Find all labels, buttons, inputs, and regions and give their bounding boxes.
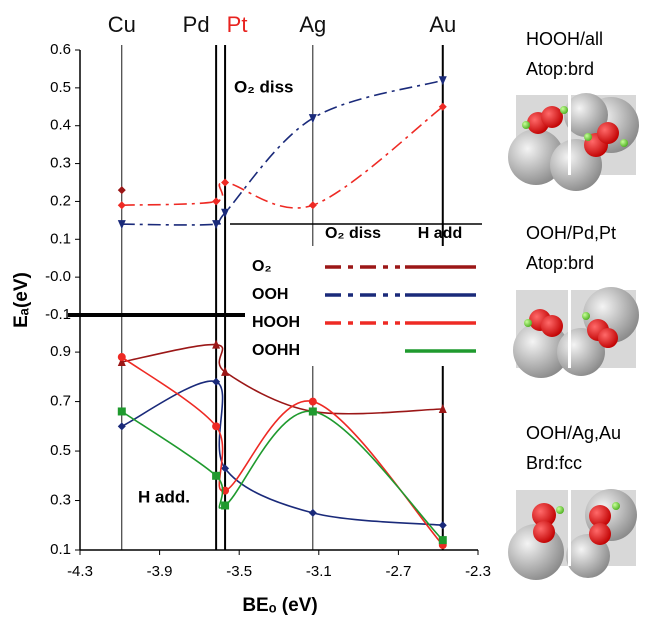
x-axis-title: BEₒ (eV) <box>242 595 317 616</box>
series-line <box>121 106 444 209</box>
point <box>117 407 126 416</box>
y-tick-label: 0.5 <box>50 442 71 459</box>
point <box>212 197 221 206</box>
x-tick-label: -3.5 <box>226 563 252 580</box>
point <box>212 220 221 230</box>
caption: Brd:fcc <box>526 453 582 473</box>
y-tick-label: 0.1 <box>50 230 71 247</box>
y-tick-label: 0.6 <box>50 41 71 58</box>
molecule-image <box>513 287 639 378</box>
point <box>308 508 317 517</box>
legend-title: H add <box>418 225 462 242</box>
point <box>221 178 230 187</box>
point <box>221 366 230 376</box>
point <box>221 464 230 473</box>
x-tick-label: -2.7 <box>385 563 411 580</box>
point <box>212 377 221 386</box>
y-axis-title: Eₐ(eV) <box>11 272 32 328</box>
caption: OOH/Ag,Au <box>526 423 621 443</box>
y-tick-label: -0.1 <box>45 306 71 323</box>
molecule-image <box>508 93 639 191</box>
point <box>212 471 221 480</box>
point <box>438 102 447 111</box>
legend-label: O₂ <box>252 258 272 275</box>
annotation: O₂ diss <box>234 77 294 96</box>
legend-label: OOH <box>252 286 288 303</box>
y-tick-label: 0.1 <box>50 541 71 558</box>
element-label: Pd <box>183 12 210 37</box>
point <box>308 114 317 124</box>
point <box>438 521 447 530</box>
molecule-image <box>508 489 637 580</box>
element-label: Ag <box>299 12 326 37</box>
point <box>308 397 317 406</box>
legend-label: HOOH <box>252 314 300 331</box>
x-tick-label: -3.9 <box>147 563 173 580</box>
caption: Atop:brd <box>526 253 594 273</box>
y-tick-label: 0.3 <box>50 155 71 172</box>
y-tick-label: 0.3 <box>50 491 71 508</box>
point <box>117 220 126 230</box>
x-tick-label: -3.1 <box>306 563 332 580</box>
y-tick-label: -0.0 <box>45 268 71 285</box>
point <box>438 404 447 413</box>
x-tick-label: -4.3 <box>67 563 93 580</box>
y-tick-label: 0.4 <box>50 117 71 134</box>
series-line <box>121 356 444 546</box>
caption: OOH/Pd,Pt <box>526 223 616 243</box>
caption: HOOH/all <box>526 29 603 49</box>
point <box>212 339 221 349</box>
point <box>212 422 221 431</box>
caption: Atop:brd <box>526 59 594 79</box>
point <box>117 201 126 210</box>
y-tick-label: 0.9 <box>50 343 71 360</box>
point <box>117 353 126 362</box>
y-tick-label: 0.5 <box>50 79 71 96</box>
point <box>438 536 447 545</box>
x-tick-label: -2.3 <box>465 563 491 580</box>
legend-title: O₂ diss <box>325 225 381 242</box>
point <box>117 422 126 431</box>
point <box>308 201 317 210</box>
point <box>308 407 317 416</box>
point <box>221 208 230 218</box>
point <box>117 186 126 195</box>
y-tick-label: 0.7 <box>50 393 71 410</box>
element-label: Au <box>429 12 456 37</box>
element-label: Cu <box>108 12 136 37</box>
series-line <box>121 410 444 541</box>
series-line <box>121 79 444 226</box>
annotation: H add. <box>138 487 190 506</box>
element-label: Pt <box>227 12 248 37</box>
y-tick-label: 0.2 <box>50 192 71 209</box>
point <box>438 76 447 86</box>
point <box>117 357 126 366</box>
point <box>221 501 230 510</box>
legend-label: OOHH <box>252 342 300 359</box>
